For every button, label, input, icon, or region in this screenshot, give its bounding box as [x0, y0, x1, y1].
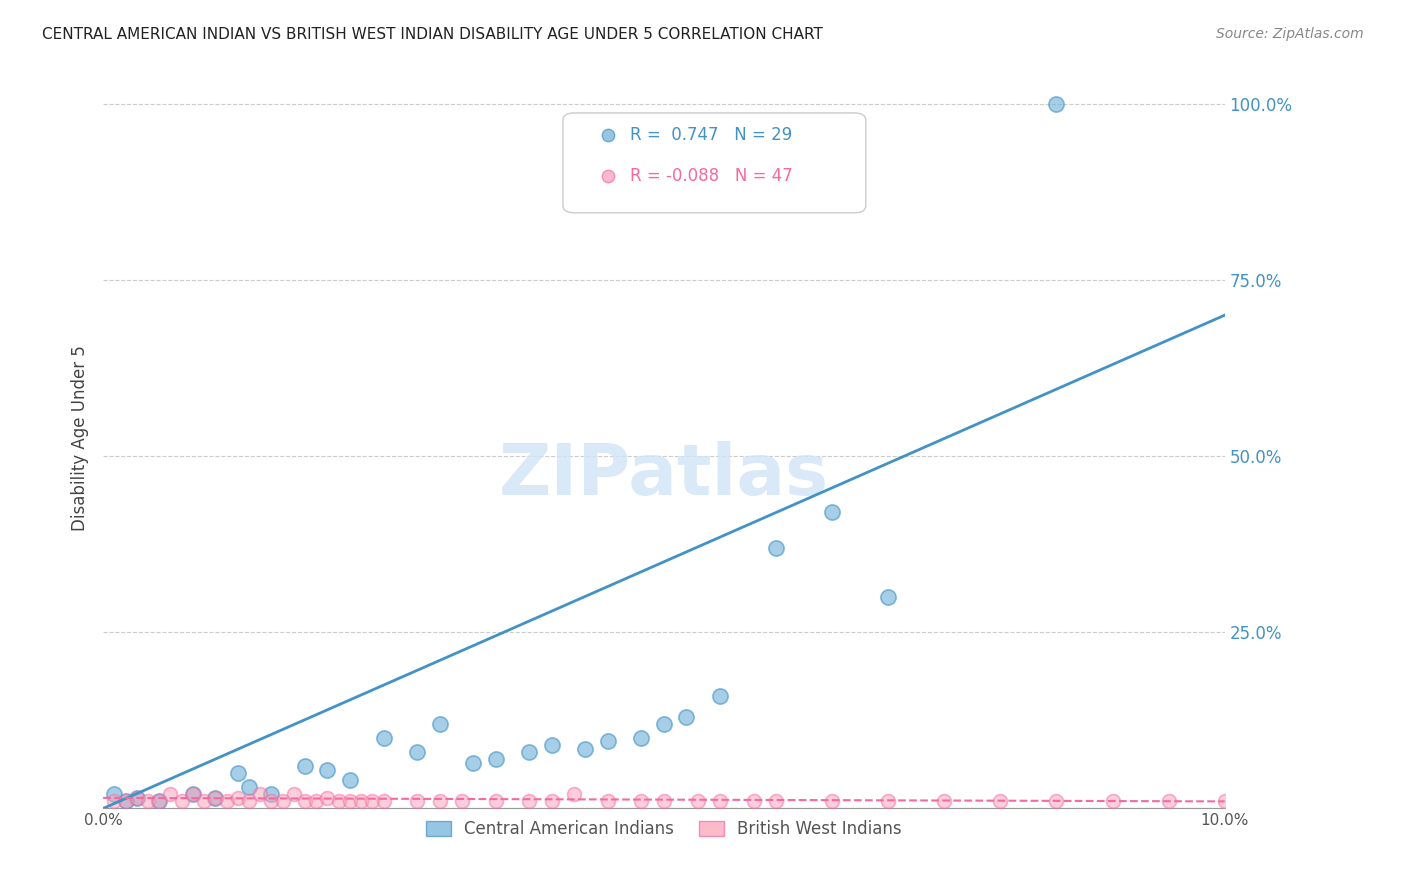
Point: [103, 788, 125, 802]
Point: [181, 788, 204, 802]
Point: [652, 717, 675, 731]
Point: [1213, 794, 1236, 808]
Point: [170, 794, 193, 808]
Point: [406, 794, 429, 808]
Point: [742, 794, 765, 808]
Point: [125, 790, 148, 805]
Text: CENTRAL AMERICAN INDIAN VS BRITISH WEST INDIAN DISABILITY AGE UNDER 5 CORRELATIO: CENTRAL AMERICAN INDIAN VS BRITISH WEST …: [42, 27, 823, 42]
Point: [283, 788, 305, 802]
Point: [249, 788, 271, 802]
Point: [877, 794, 900, 808]
Point: [260, 794, 283, 808]
Text: ZIPatlas: ZIPatlas: [499, 441, 830, 510]
Point: [675, 710, 697, 724]
Point: [136, 794, 159, 808]
Point: [821, 794, 844, 808]
Point: [517, 745, 540, 759]
Point: [316, 790, 339, 805]
Point: [159, 788, 181, 802]
Point: [429, 794, 451, 808]
Point: [765, 794, 787, 808]
Point: [596, 734, 619, 748]
Point: [934, 794, 956, 808]
Point: [1101, 794, 1123, 808]
Point: [148, 794, 170, 808]
Point: [181, 788, 204, 802]
Point: [260, 788, 283, 802]
Point: [114, 794, 136, 808]
Y-axis label: Disability Age Under 5: Disability Age Under 5: [72, 345, 89, 532]
Point: [1157, 794, 1180, 808]
Point: [1045, 96, 1067, 111]
FancyBboxPatch shape: [562, 113, 866, 213]
Point: [148, 794, 170, 808]
Point: [215, 794, 238, 808]
Point: [316, 763, 339, 777]
Point: [193, 794, 215, 808]
Point: [652, 794, 675, 808]
Point: [1045, 794, 1067, 808]
Point: [709, 689, 731, 703]
Point: [540, 738, 562, 752]
Point: [103, 794, 125, 808]
Point: [204, 790, 226, 805]
Point: [877, 590, 900, 604]
Point: [271, 794, 294, 808]
Point: [114, 794, 136, 808]
Point: [429, 717, 451, 731]
Text: R =  0.747   N = 29: R = 0.747 N = 29: [630, 126, 793, 145]
Point: [686, 794, 709, 808]
Point: [294, 759, 316, 773]
Point: [463, 756, 485, 770]
Point: [294, 794, 316, 808]
Point: [238, 794, 260, 808]
Point: [485, 752, 508, 766]
Point: [821, 506, 844, 520]
Point: [226, 790, 249, 805]
Point: [562, 788, 585, 802]
Point: [373, 794, 395, 808]
Point: [350, 794, 373, 808]
Legend: Central American Indians, British West Indians: Central American Indians, British West I…: [419, 814, 908, 845]
Point: [204, 790, 226, 805]
Point: [361, 794, 384, 808]
Point: [485, 794, 508, 808]
Point: [574, 741, 596, 756]
Point: [373, 731, 395, 745]
Point: [709, 794, 731, 808]
Point: [328, 794, 350, 808]
Point: [630, 794, 652, 808]
Point: [451, 794, 474, 808]
Point: [517, 794, 540, 808]
Point: [540, 794, 562, 808]
Point: [125, 790, 148, 805]
Point: [765, 541, 787, 555]
Point: [305, 794, 328, 808]
Text: Source: ZipAtlas.com: Source: ZipAtlas.com: [1216, 27, 1364, 41]
Point: [238, 780, 260, 795]
Point: [339, 773, 361, 788]
Point: [596, 794, 619, 808]
Point: [339, 794, 361, 808]
Point: [226, 766, 249, 780]
Text: R = -0.088   N = 47: R = -0.088 N = 47: [630, 167, 793, 185]
Point: [990, 794, 1012, 808]
Point: [406, 745, 429, 759]
Point: [630, 731, 652, 745]
